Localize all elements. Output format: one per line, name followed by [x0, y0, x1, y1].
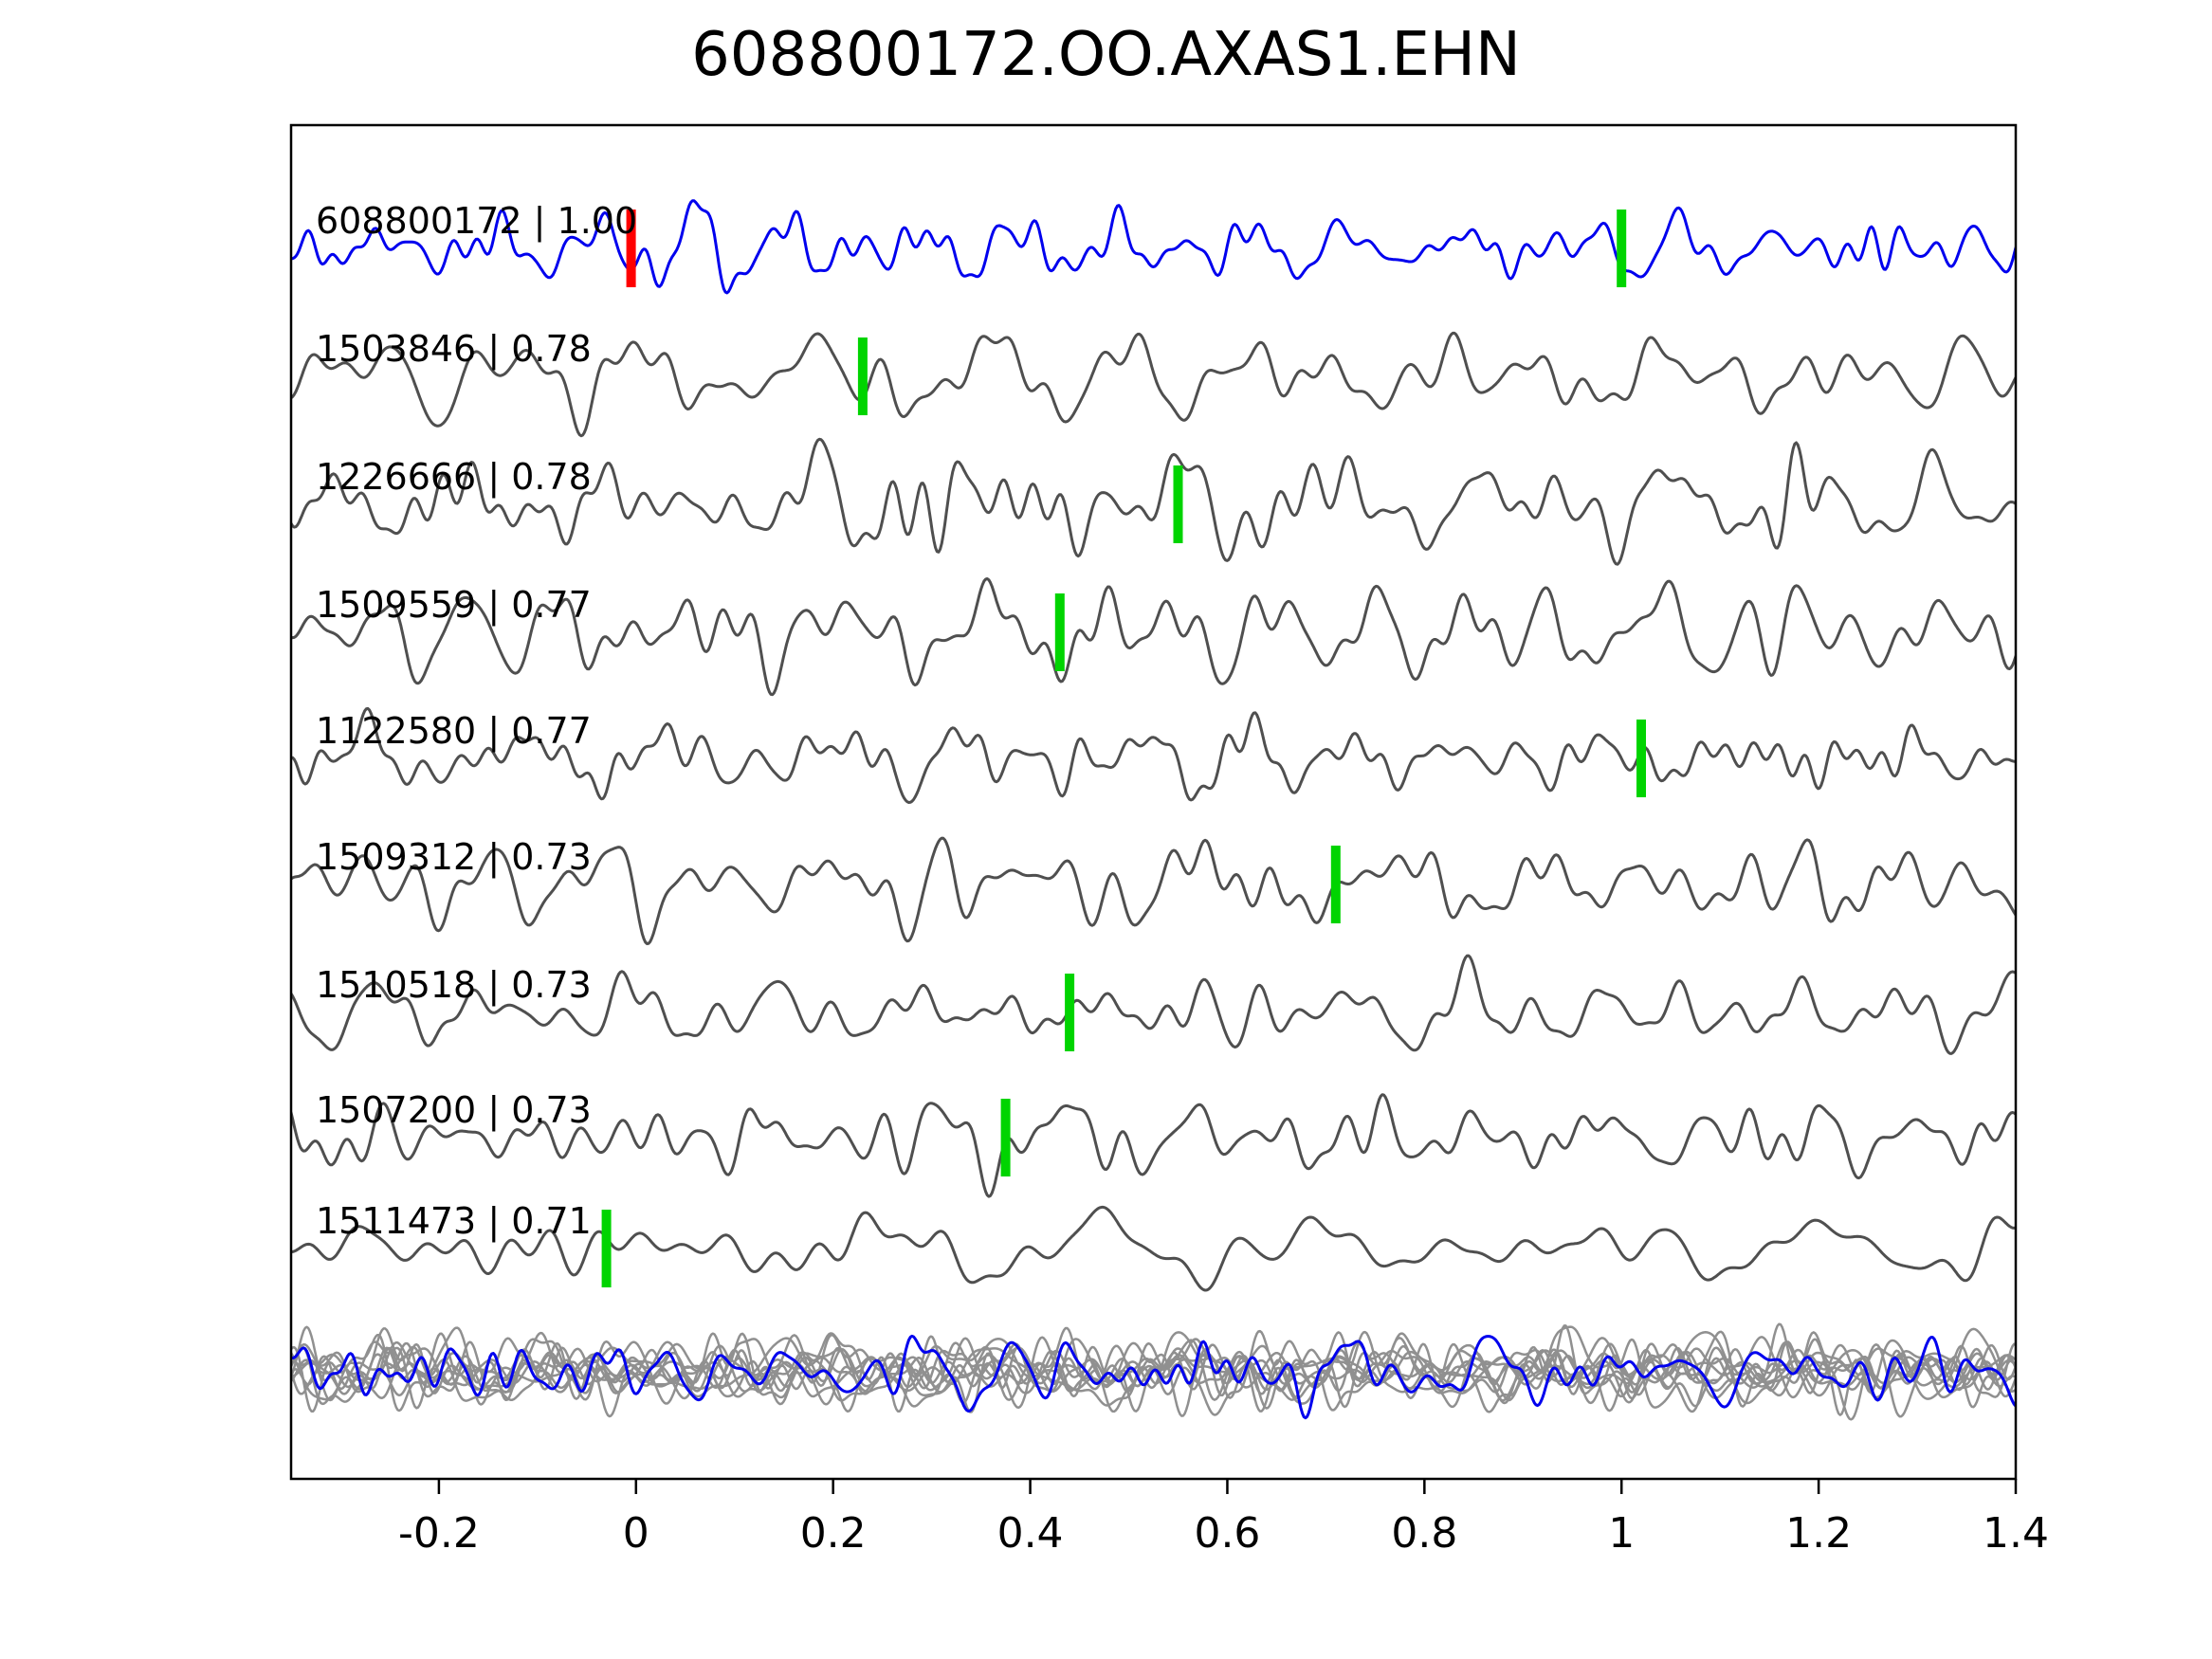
- overlay-trace: [291, 1327, 2016, 1417]
- overlay-trace: [291, 1336, 2016, 1421]
- trace-path: [291, 954, 2016, 1055]
- trace-label: 1509312 | 0.73: [316, 836, 592, 879]
- pick-marker: [1000, 1099, 1011, 1176]
- plot-frame: [289, 123, 2018, 1481]
- trace-path: [291, 1205, 2016, 1292]
- x-tick-label: -0.2: [398, 1509, 480, 1558]
- x-tick-label: 0: [623, 1509, 649, 1558]
- x-tick-label: 0.6: [1194, 1509, 1260, 1558]
- trace-label: 1510518 | 0.73: [316, 964, 592, 1007]
- trace-label: 1511473 | 0.71: [316, 1200, 592, 1243]
- trace-label: 1509559 | 0.77: [316, 584, 592, 627]
- pick-marker: [1330, 846, 1341, 923]
- pick-marker: [601, 1210, 612, 1287]
- trace-path: [291, 331, 2016, 438]
- figure-title: 608800172.OO.AXAS1.EHN: [691, 20, 1521, 90]
- trace-label: 1122580 | 0.77: [316, 710, 592, 753]
- template-origin-marker: [626, 210, 636, 287]
- pick-marker: [1065, 974, 1075, 1051]
- trace-path: [291, 706, 2016, 804]
- x-tick-label: 0.8: [1391, 1509, 1457, 1558]
- pick-marker: [857, 337, 868, 415]
- x-tick-label: 1.4: [1983, 1509, 2049, 1558]
- traces-group: [291, 199, 2016, 1421]
- trace-label: 1226666 | 0.78: [316, 456, 592, 499]
- overlay-trace: [291, 1330, 2016, 1418]
- trace-label: 608800172 | 1.00: [316, 200, 637, 243]
- pick-marker: [1617, 210, 1627, 287]
- trace-label: 1503846 | 0.78: [316, 328, 592, 371]
- x-tick-label: 0.4: [997, 1509, 1064, 1558]
- trace-path: [291, 577, 2016, 697]
- pick-marker: [1173, 465, 1183, 543]
- trace-path: [291, 437, 2016, 566]
- pick-marker: [1054, 593, 1065, 671]
- overlay-template-trace: [291, 1334, 2016, 1420]
- x-tick-label: 0.2: [800, 1509, 867, 1558]
- pick-marker: [1636, 720, 1646, 797]
- x-tick-label: 1.2: [1785, 1509, 1852, 1558]
- trace-label: 1507200 | 0.73: [316, 1089, 592, 1132]
- trace-path: [291, 1093, 2016, 1198]
- overlay-trace: [291, 1322, 2016, 1413]
- trace-path: [291, 199, 2016, 295]
- x-tick-label: 1: [1608, 1509, 1635, 1558]
- trace-path: [291, 836, 2016, 945]
